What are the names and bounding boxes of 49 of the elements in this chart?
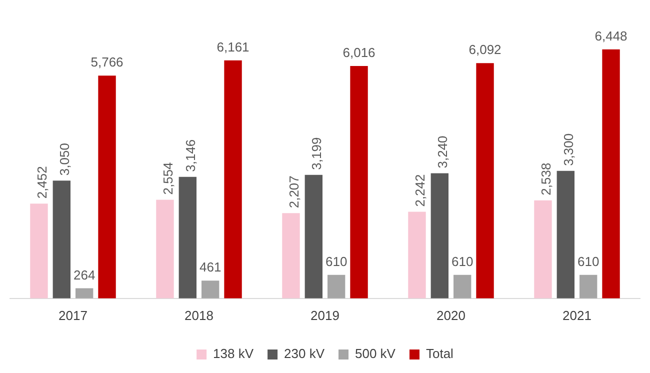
bar (156, 200, 174, 298)
bar (30, 204, 48, 298)
bar (602, 49, 620, 298)
legend-label: Total (426, 346, 454, 362)
data-label: 6,448 (594, 28, 628, 44)
bar (579, 274, 598, 298)
data-label: 2,538 (538, 162, 554, 196)
x-tick-label: 2019 (310, 308, 340, 323)
bar (556, 170, 575, 298)
bar (327, 274, 346, 298)
data-label: 610 (577, 254, 600, 269)
x-tick-label: 2017 (58, 308, 88, 323)
data-label: 5,766 (90, 54, 124, 70)
data-label: 6,092 (468, 42, 502, 58)
x-tick-label: 2018 (184, 308, 214, 323)
data-label: 3,050 (57, 143, 72, 176)
bar (224, 60, 242, 298)
bar (304, 174, 323, 298)
x-tick-label: 2021 (562, 308, 592, 323)
data-label: 3,300 (561, 133, 576, 166)
data-label: 264 (73, 267, 96, 282)
legend-label: 500 kV (355, 346, 396, 362)
data-label: 2,242 (412, 174, 428, 207)
x-tick-label: 2020 (436, 308, 466, 323)
legend-label: 138 kV (213, 346, 254, 362)
data-label: 3,240 (435, 136, 450, 168)
legend-label: 230 kV (284, 346, 325, 362)
data-label: 610 (451, 254, 474, 269)
bar (453, 274, 472, 298)
data-label: 3,199 (309, 137, 324, 170)
bar (52, 180, 71, 298)
bar (430, 173, 449, 298)
bar (98, 76, 116, 298)
data-label: 3,146 (183, 139, 198, 172)
data-label: 2,207 (286, 176, 302, 208)
bar (282, 213, 300, 298)
data-label: 2,554 (160, 162, 176, 195)
bar (408, 212, 426, 298)
bar (75, 288, 94, 298)
data-label: 6,016 (342, 45, 376, 60)
bar (201, 280, 220, 298)
bar (178, 176, 197, 298)
bar (534, 200, 552, 298)
bar (476, 63, 494, 298)
data-label: 2,452 (34, 166, 50, 199)
data-label: 610 (325, 254, 348, 269)
data-label: 6,161 (216, 39, 250, 54)
bar (350, 66, 368, 298)
data-label: 461 (199, 260, 222, 275)
